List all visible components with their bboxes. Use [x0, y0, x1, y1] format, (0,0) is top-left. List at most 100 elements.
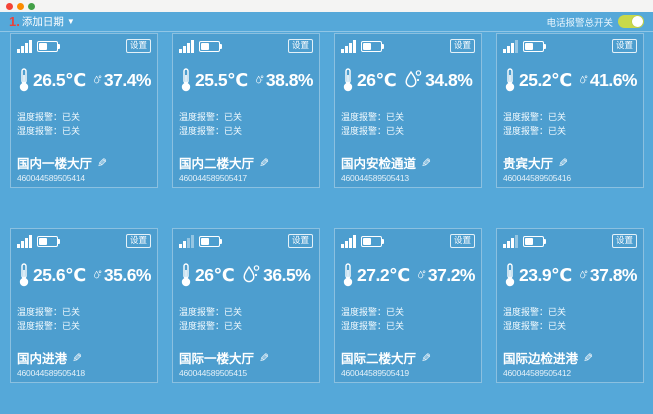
device-name-row: 贵宾大厅 ✎: [503, 153, 637, 172]
humidity-icon: [93, 75, 102, 84]
device-id: 460044589505415: [179, 368, 247, 378]
humidity-value: 41.6%: [589, 69, 638, 90]
humidity-icon: [579, 75, 588, 84]
temperature-alarm-status: 温度报警：已关: [503, 112, 567, 122]
window-zoom-button[interactable]: [28, 2, 35, 10]
edit-pencil-icon[interactable]: ✎: [259, 350, 270, 365]
signal-strength-icon: [17, 39, 32, 53]
card-grid: 设置 26.5℃ 37.4% 温度报警：已关 湿度报警：已关 国内一楼大厅 ✎ …: [0, 32, 653, 384]
edit-pencil-icon[interactable]: ✎: [259, 155, 270, 170]
phone-alarm-master-switch: 电话报警总开关: [546, 15, 644, 29]
device-name-row: 国际一楼大厅 ✎: [179, 348, 313, 367]
device-name-row: 国际边检进港 ✎: [503, 348, 637, 367]
device-id: 460044589505412: [503, 368, 571, 378]
alarm-status-block: 温度报警：已关 湿度报警：已关: [341, 111, 475, 139]
readings-row: 25.5℃ 38.8%: [179, 66, 314, 94]
signal-strength-icon: [179, 234, 194, 248]
humidity-alarm-status: 湿度报警：已关: [17, 320, 81, 331]
humidity-icon: [405, 70, 422, 88]
humidity-value: 37.8%: [589, 264, 638, 285]
settings-button[interactable]: 设置: [125, 234, 151, 248]
card-status-row: 设置: [503, 39, 637, 53]
alarm-status-block: 温度报警：已关 湿度报警：已关: [503, 306, 637, 334]
edit-pencil-icon[interactable]: ✎: [558, 155, 569, 170]
device-name: 国际一楼大厅: [179, 352, 255, 366]
battery-icon: [523, 235, 546, 247]
device-id: 460044589505418: [17, 368, 85, 378]
battery-icon: [361, 40, 384, 52]
card-status-row: 设置: [179, 234, 313, 248]
humidity-icon: [579, 270, 588, 279]
app-header: 1. 添加日期 ▼ 电话报警总开关: [0, 12, 653, 32]
device-card: 设置 23.9℃ 37.8% 温度报警：已关 湿度报警：已关 国际边检进港 ✎ …: [496, 228, 644, 383]
signal-strength-icon: [341, 39, 356, 53]
battery-icon: [199, 235, 222, 247]
temperature-value: 25.2℃: [519, 69, 572, 90]
device-name: 国内安检通道: [341, 157, 417, 171]
device-name: 国内二楼大厅: [179, 157, 255, 171]
readings-row: 26.5℃ 37.4%: [17, 66, 152, 94]
thermometer-icon: [19, 68, 29, 92]
add-date-dropdown[interactable]: 添加日期 ▼: [22, 14, 75, 29]
settings-button[interactable]: 设置: [611, 39, 637, 53]
humidity-icon: [255, 75, 264, 84]
device-name: 国内一楼大厅: [17, 157, 93, 171]
window-minimize-button[interactable]: [17, 2, 24, 10]
temperature-alarm-status: 温度报警：已关: [179, 307, 243, 317]
humidity-icon: [243, 265, 260, 283]
settings-button[interactable]: 设置: [125, 39, 151, 53]
readings-row: 26℃ 34.8%: [341, 66, 475, 94]
settings-button[interactable]: 设置: [611, 234, 637, 248]
alarm-status-block: 温度报警：已关 湿度报警：已关: [179, 111, 313, 139]
device-card: 设置 26℃ 36.5% 温度报警：已关 湿度报警：已关 国际一楼大厅 ✎ 46…: [172, 228, 320, 383]
edit-pencil-icon[interactable]: ✎: [583, 350, 594, 365]
card-status-row: 设置: [341, 234, 475, 248]
window-titlebar: [0, 0, 653, 12]
readings-row: 27.2℃ 37.2%: [341, 261, 476, 289]
device-name: 国际二楼大厅: [341, 352, 417, 366]
readings-row: 25.6℃ 35.6%: [17, 261, 152, 289]
master-switch-toggle[interactable]: [618, 15, 644, 28]
temperature-alarm-status: 温度报警：已关: [503, 307, 567, 317]
alarm-status-block: 温度报警：已关 湿度报警：已关: [17, 306, 151, 334]
card-status-row: 设置: [17, 39, 151, 53]
device-id: 460044589505414: [17, 173, 85, 183]
temperature-value: 25.6℃: [33, 264, 86, 285]
readings-row: 25.2℃ 41.6%: [503, 66, 638, 94]
humidity-value: 35.6%: [103, 264, 152, 285]
settings-button[interactable]: 设置: [449, 234, 475, 248]
thermometer-icon: [19, 263, 29, 287]
alarm-status-block: 温度报警：已关 湿度报警：已关: [17, 111, 151, 139]
device-name-row: 国际二楼大厅 ✎: [341, 348, 475, 367]
signal-strength-icon: [179, 39, 194, 53]
battery-icon: [199, 40, 222, 52]
temperature-alarm-status: 温度报警：已关: [341, 112, 405, 122]
device-card: 设置 25.6℃ 35.6% 温度报警：已关 湿度报警：已关 国内进港 ✎ 46…: [10, 228, 158, 383]
edit-pencil-icon[interactable]: ✎: [421, 350, 432, 365]
device-name-row: 国内一楼大厅 ✎: [17, 153, 151, 172]
humidity-value: 37.2%: [427, 264, 476, 285]
humidity-value: 37.4%: [103, 69, 152, 90]
device-name-row: 国内安检通道 ✎: [341, 153, 475, 172]
alarm-status-block: 温度报警：已关 湿度报警：已关: [503, 111, 637, 139]
settings-button[interactable]: 设置: [449, 39, 475, 53]
temperature-value: 25.5℃: [195, 69, 248, 90]
device-name-row: 国内二楼大厅 ✎: [179, 153, 313, 172]
signal-strength-icon: [503, 39, 518, 53]
edit-pencil-icon[interactable]: ✎: [97, 155, 108, 170]
alarm-status-block: 温度报警：已关 湿度报警：已关: [179, 306, 313, 334]
temperature-value: 26℃: [357, 69, 397, 90]
edit-pencil-icon[interactable]: ✎: [421, 155, 432, 170]
humidity-icon: [417, 270, 426, 279]
window-close-button[interactable]: [6, 2, 13, 10]
device-card: 设置 25.2℃ 41.6% 温度报警：已关 湿度报警：已关 贵宾大厅 ✎ 46…: [496, 33, 644, 188]
edit-pencil-icon[interactable]: ✎: [72, 350, 83, 365]
thermometer-icon: [505, 68, 515, 92]
card-status-row: 设置: [503, 234, 637, 248]
signal-strength-icon: [17, 234, 32, 248]
settings-button[interactable]: 设置: [287, 39, 313, 53]
card-status-row: 设置: [341, 39, 475, 53]
device-name-row: 国内进港 ✎: [17, 348, 151, 367]
settings-button[interactable]: 设置: [287, 234, 313, 248]
battery-icon: [37, 235, 60, 247]
